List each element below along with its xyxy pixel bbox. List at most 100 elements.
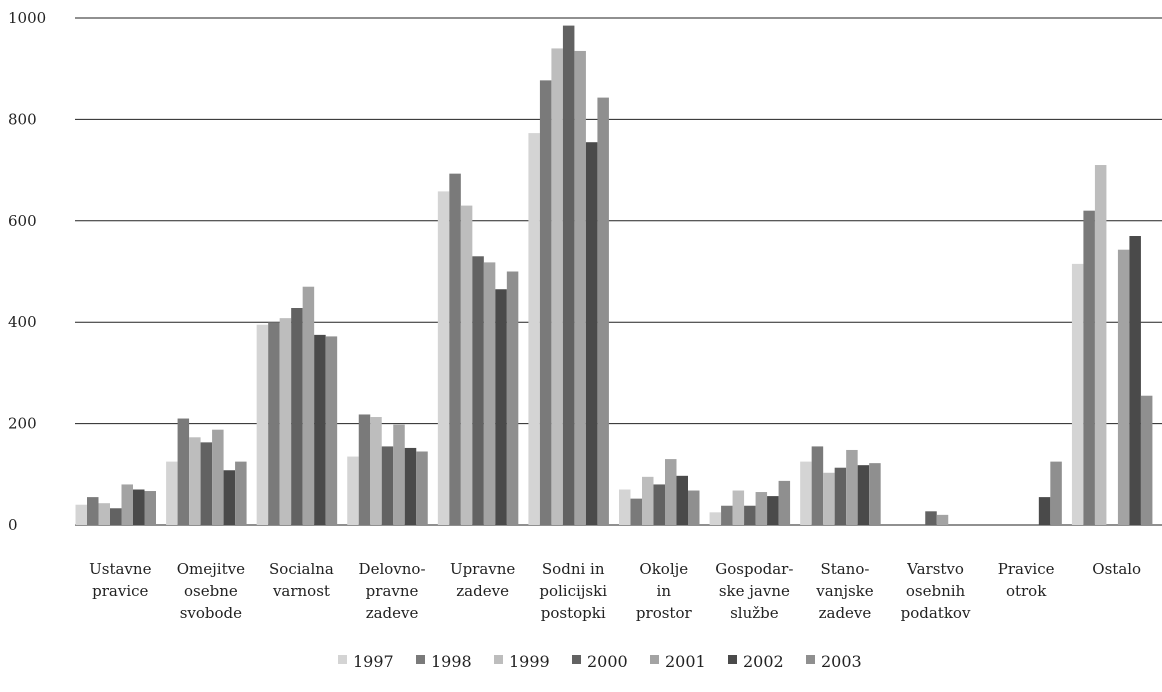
bar-2000-4 (472, 256, 484, 525)
bar-2000-7 (744, 505, 756, 525)
bar-2001-9 (936, 514, 949, 525)
category-label: in (657, 582, 672, 600)
bar-2003-3 (416, 451, 428, 525)
bar-2003-2 (325, 336, 338, 525)
bar-2003-8 (869, 463, 881, 525)
legend-swatch-2003 (806, 655, 815, 664)
legend-label-2000: 2000 (587, 652, 628, 671)
category-label: osebnih (906, 582, 966, 600)
bar-1997-11 (1071, 263, 1084, 525)
bar-1999-1 (189, 437, 201, 525)
category-label: pravice (92, 582, 148, 600)
bar-2002-4 (495, 289, 507, 525)
bar-1998-6 (630, 498, 642, 525)
bar-2002-3 (404, 447, 417, 525)
bar-2003-4 (506, 271, 519, 525)
bar-1999-7 (732, 490, 745, 525)
bar-2001-11 (1117, 249, 1130, 525)
category-label: varnost (272, 582, 330, 600)
bar-2001-5 (574, 50, 586, 526)
bar-2000-6 (653, 484, 665, 525)
legend: 1997 1998 1999 2000 2001 2002 2003 (338, 652, 862, 671)
legend-label-1998: 1998 (431, 652, 472, 671)
y-tick-label: 1000 (8, 9, 46, 27)
legend-label-2003: 2003 (821, 652, 862, 671)
category-label: Ostalo (1092, 560, 1141, 578)
bar-2003-11 (1140, 395, 1153, 525)
bar-1997-0 (75, 504, 87, 525)
bar-1997-7 (709, 512, 722, 525)
bar-1999-5 (551, 48, 563, 526)
bar-1997-4 (437, 191, 450, 526)
bar-2000-5 (562, 25, 575, 525)
bar-2003-6 (688, 490, 700, 525)
bar-1999-0 (98, 503, 110, 525)
legend-swatch-1999 (494, 655, 503, 664)
bar-2002-2 (314, 334, 326, 525)
category-label: Stano- (820, 560, 869, 578)
category-label: Socialna (269, 560, 334, 578)
category-label: Omejitve (177, 560, 245, 578)
category-label: Ustavne (89, 560, 151, 578)
bar-2000-3 (381, 446, 394, 525)
bar-2001-8 (846, 449, 858, 525)
bar-2003-7 (778, 480, 791, 525)
bar-1997-8 (800, 461, 812, 525)
category-label: podatkov (901, 604, 971, 622)
bar-2002-10 (1038, 497, 1051, 525)
bar-2001-4 (483, 262, 496, 525)
bar-1998-8 (811, 446, 824, 525)
bar-1998-7 (721, 505, 733, 525)
bar-1998-2 (268, 322, 280, 525)
legend-label-1999: 1999 (509, 652, 550, 671)
category-label: policijski (539, 582, 607, 600)
y-axis-tick-labels: 0 200 400 600 800 1000 (8, 9, 46, 534)
bar-1998-11 (1083, 210, 1095, 525)
bar-1999-2 (279, 318, 292, 525)
bar-1999-8 (823, 472, 835, 525)
category-label: Gospodar- (715, 560, 793, 578)
category-labels: Ustavne pravice Omejitve osebne svobode Socia… (89, 560, 1141, 622)
bar-2002-7 (767, 496, 779, 525)
bar-2001-7 (755, 492, 768, 525)
bar-2002-5 (585, 142, 598, 525)
gridlines (75, 17, 1162, 526)
bar-2000-2 (291, 308, 303, 525)
bar-2000-8 (834, 467, 847, 525)
bar-2001-6 (665, 459, 677, 525)
bar-2001-0 (121, 484, 133, 525)
category-label: Varstvo (906, 560, 964, 578)
bar-1999-4 (460, 205, 473, 525)
bar-2000-9 (925, 511, 937, 525)
category-label: vanjske (815, 582, 874, 600)
bar-2003-5 (597, 97, 609, 525)
y-tick-label: 0 (8, 516, 18, 534)
category-label: prostor (636, 604, 693, 622)
bar-1997-3 (347, 456, 359, 525)
bar-1998-0 (87, 497, 99, 525)
bar-1999-6 (642, 476, 654, 525)
bar-2002-8 (857, 465, 870, 525)
bar-2001-2 (302, 286, 315, 525)
category-label: zadeve (456, 582, 509, 600)
y-tick-label: 200 (8, 415, 37, 433)
category-label: Okolje (639, 560, 688, 578)
category-label: osebne (184, 582, 238, 600)
category-label: Sodni in (542, 560, 605, 578)
bar-1998-1 (177, 418, 190, 525)
legend-swatch-1998 (416, 655, 425, 664)
bar-2000-1 (200, 442, 213, 525)
bar-1998-3 (358, 414, 371, 525)
bar-2003-1 (235, 461, 247, 525)
bar-1997-6 (619, 489, 631, 525)
bar-2002-1 (223, 470, 236, 525)
category-label: svobode (180, 604, 242, 622)
bar-1998-4 (449, 173, 461, 526)
bar-2002-11 (1129, 236, 1141, 525)
bar-1997-5 (528, 133, 540, 526)
bar-1998-5 (539, 80, 552, 526)
bar-2000-0 (110, 508, 122, 525)
y-tick-label: 400 (8, 313, 37, 331)
legend-label-1997: 1997 (353, 652, 394, 671)
